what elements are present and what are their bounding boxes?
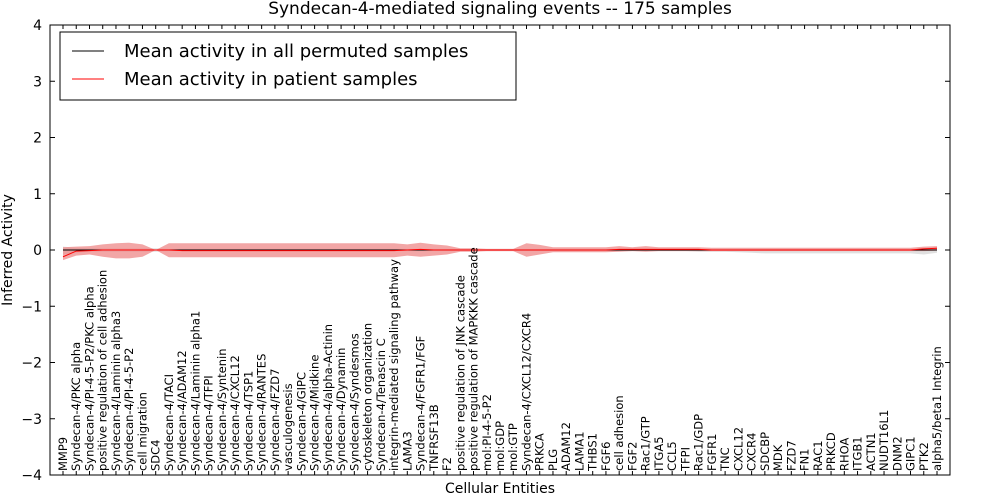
x-tick-label: Syndecan-4/Syntenin (215, 348, 229, 471)
x-tick-label: DNM2 (890, 436, 904, 471)
y-tick-label: 4 (33, 18, 42, 34)
x-tick-label: ITGA5 (652, 436, 666, 471)
x-tick-label: mol:GDP (493, 421, 507, 471)
x-tick-label: ITGB1 (851, 436, 865, 471)
legend-box (59, 31, 517, 101)
x-tick-label: Syndecan-4/GIPC (294, 372, 308, 471)
x-tick-label: CXCL12 (731, 427, 745, 471)
plot-area (62, 242, 938, 261)
x-tick-label: Syndecan-4/PI-4-5-P2 (122, 348, 136, 471)
x-tick-label: Syndecan-4/CXCL12/CXCR4 (520, 313, 534, 471)
x-tick-label: FN1 (798, 448, 812, 471)
x-tick-label: FZD7 (784, 440, 798, 471)
x-tick-label: cytoskeleton organization (361, 323, 375, 471)
x-tick-label: positive regulation of JNK cascade (453, 275, 467, 471)
x-tick-label: cell adhesion (612, 395, 626, 471)
x-tick-label: Syndecan-4/Syndesmos (347, 333, 361, 471)
y-tick-label: −1 (21, 299, 42, 315)
x-tick-label: FGF2 (625, 442, 639, 471)
x-tick-label: CXCR4 (745, 433, 759, 471)
x-tick-label: alpha5/beta1 Integrin (930, 346, 944, 471)
x-tick-label: TNFRSF13B (427, 404, 441, 472)
x-tick-label: LAMA1 (573, 431, 587, 471)
x-tick-label: Rac1/GDP (692, 414, 706, 471)
y-axis-label: Inferred Activity (0, 194, 16, 306)
x-tick-label: Syndecan-4/Laminin alpha3 (109, 311, 123, 471)
legend: Mean activity in all permuted samples Mea… (59, 31, 517, 101)
x-tick-label: FGFR1 (705, 434, 719, 471)
x-tick-label: MMP9 (56, 437, 70, 471)
y-tick-label: −3 (21, 412, 42, 428)
x-tick-label: ADAM12 (559, 422, 573, 471)
x-tick-label: Syndecan-4/PKC alpha (69, 342, 83, 471)
x-tick-label: Syndecan-4/Laminin alpha1 (188, 311, 202, 471)
series-line-1 (62, 247, 938, 258)
x-tick-label: vasculogenesis (281, 383, 295, 471)
x-tick-label: MDK (771, 444, 785, 471)
chart-title: Syndecan-4-mediated signaling events -- … (268, 0, 732, 19)
x-tick-label: THBS1 (586, 433, 600, 472)
y-tick-label: 0 (33, 243, 42, 259)
x-tick-label: positive regulation of MAPKKK cascade (467, 247, 481, 471)
y-tick-label: −4 (21, 468, 42, 484)
x-tick-label: Syndecan-4/Dynamin (334, 348, 348, 471)
x-tick-label: Rac1/GTP (639, 416, 653, 471)
x-tick-label: PTK2 (917, 442, 931, 471)
x-tick-label: F2 (440, 457, 454, 471)
x-tick-label: Syndecan-4/TACI (162, 374, 176, 471)
x-tick-label: TFPI (678, 447, 692, 472)
x-tick-label: Syndecan-4/FGFR1/FGF (414, 336, 428, 471)
series-band-1 (63, 242, 937, 261)
x-tick-label: PRKCA (533, 433, 547, 471)
y-tick-label: −2 (21, 356, 42, 372)
x-tick-label: RHOA (837, 438, 851, 471)
x-tick-label: Syndecan-4/ADAM12 (175, 350, 189, 471)
y-tick-label: 3 (33, 74, 42, 90)
x-tick-label: LAMA3 (400, 431, 414, 471)
x-tick-label: RAC1 (811, 440, 825, 471)
y-tick-label: 2 (33, 131, 42, 147)
legend-label-0: Mean activity in all permuted samples (124, 41, 468, 62)
x-tick-label: Syndecan-4/PI-4-5-P2/PKC alpha (83, 286, 97, 471)
x-tick-label: Syndecan-4/CXCL12 (228, 355, 242, 471)
x-tick-label: Syndecan-4/alpha-Actinin (321, 324, 335, 471)
x-tick-label: mol:GTP (506, 423, 520, 471)
y-tick-label: 1 (33, 187, 42, 203)
x-tick-label: Syndecan-4/Midkine (308, 355, 322, 471)
x-tick-label: CCL5 (665, 441, 679, 471)
x-tick-label: Syndecan-4/FZD7 (268, 369, 282, 471)
x-tick-label: GIPC1 (904, 436, 918, 471)
x-axis-label: Cellular Entities (445, 481, 555, 497)
x-tick-label: Syndecan-4/TFPI (202, 375, 216, 471)
x-tick-label: positive regulation of cell adhesion (96, 270, 110, 471)
x-tick-label: Syndecan-4/RANTES (255, 354, 269, 471)
x-tick-label: mol:PI-4-5-P2 (480, 394, 494, 471)
x-tick-label: ACTN1 (864, 432, 878, 471)
legend-label-1: Mean activity in patient samples (124, 69, 418, 90)
x-tick-label: PRKCD (824, 432, 838, 471)
x-tick-label: cell migration (136, 392, 150, 471)
x-tick-label: SDCBP (758, 432, 772, 471)
x-tick-label: Syndecan-4/Tenascin C (374, 338, 388, 471)
x-tick-label: Syndecan-4/TSP1 (241, 371, 255, 471)
x-tick-label: TNC (718, 447, 732, 472)
x-tick-label: NUDT16L1 (877, 410, 891, 471)
x-tick-label: integrin-mediated signaling pathway (387, 259, 401, 471)
x-tick-label: PLG (546, 449, 560, 471)
x-tick-label: FGF6 (599, 441, 613, 470)
x-tick-label: SDC4 (149, 439, 163, 471)
